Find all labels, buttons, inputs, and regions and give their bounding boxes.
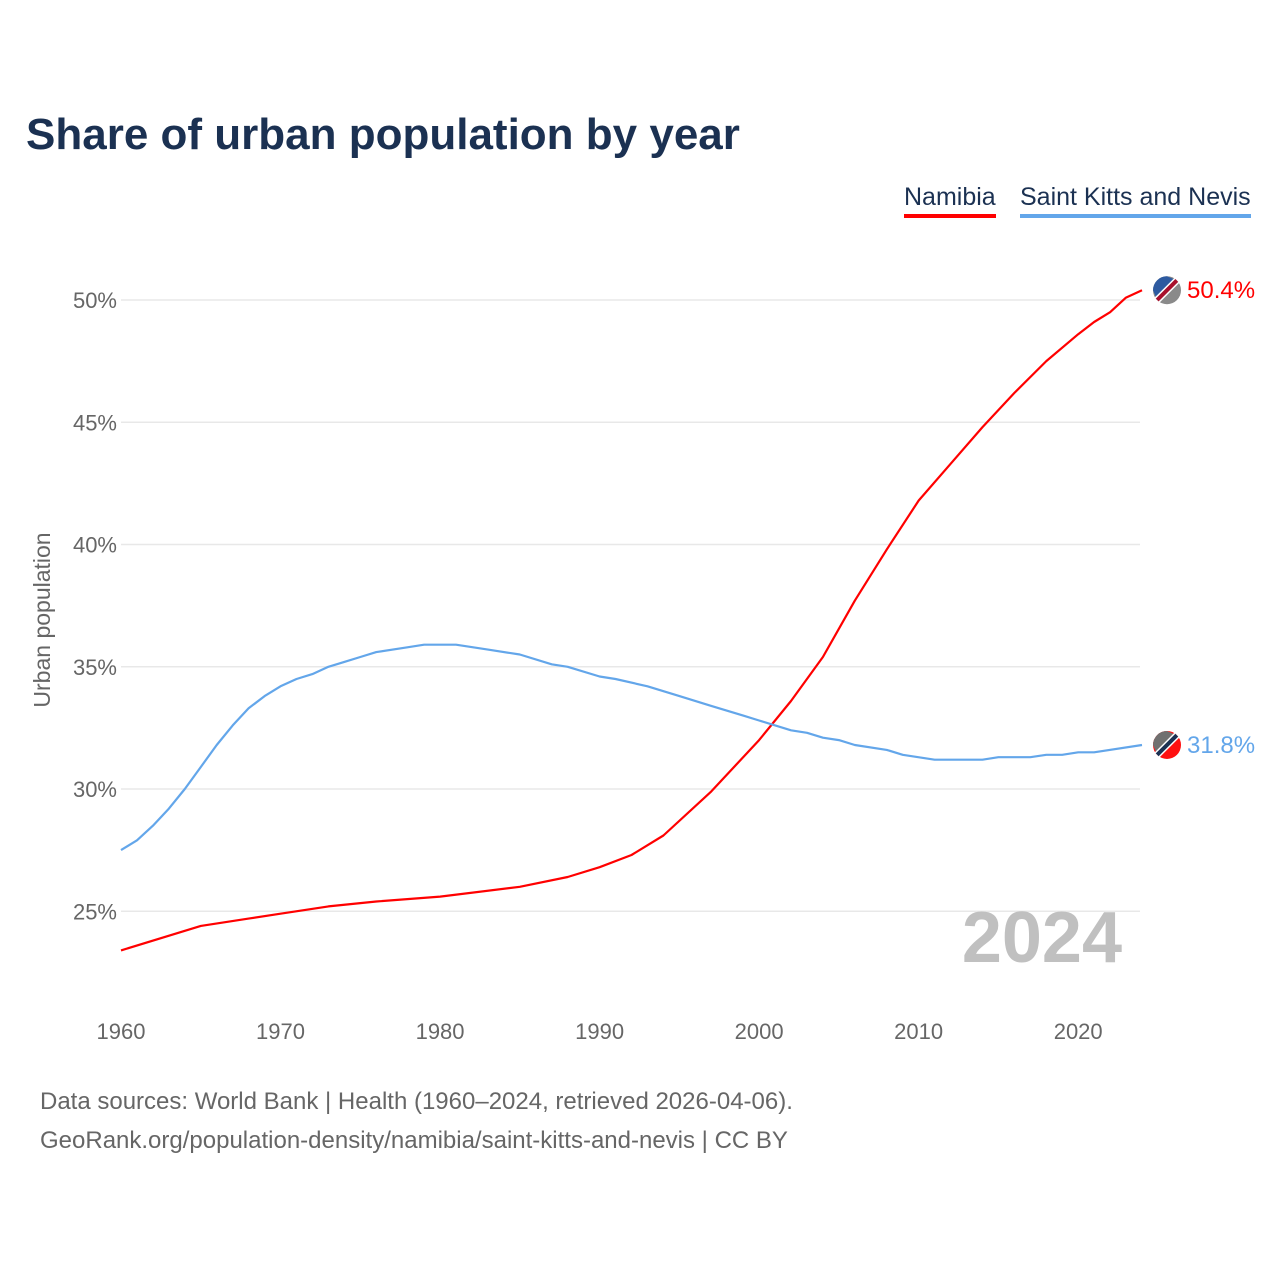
x-tick-label: 2020 (1054, 1019, 1103, 1044)
series-line-namibia (120, 289, 1143, 952)
flag-stripe (1155, 279, 1179, 302)
y-axis-label: Urban population (29, 532, 55, 707)
legend-saint-kitts-and-nevis[interactable]: Saint Kitts and Nevis (1020, 183, 1251, 218)
y-tick-label: 40% (73, 533, 117, 558)
x-tick-label: 1990 (575, 1019, 624, 1044)
end-value-label: 50.4% (1187, 277, 1255, 304)
y-tick-label: 35% (73, 655, 117, 680)
flag-icon (1153, 730, 1181, 759)
footer-link[interactable]: GeoRank.org/population-density/namibia/s… (40, 1127, 788, 1154)
flag-stripe (1155, 733, 1179, 757)
x-tick-label: 1970 (256, 1019, 305, 1044)
y-tick-label: 25% (73, 899, 117, 924)
x-tick-label: 1980 (416, 1019, 465, 1044)
x-tick-label: 2010 (894, 1019, 943, 1044)
footer-sources: Data sources: World Bank | Health (1960–… (40, 1088, 793, 1115)
end-value-label: 31.8% (1187, 732, 1255, 759)
x-tick-label: 1960 (97, 1019, 146, 1044)
y-tick-label: 30% (73, 777, 117, 802)
chart-title: Share of urban population by year (26, 110, 740, 159)
y-tick-label: 50% (73, 288, 117, 313)
series-line-saint-kitts-and-nevis (120, 643, 1143, 852)
year-watermark: 2024 (962, 898, 1122, 978)
x-tick-label: 2000 (735, 1019, 784, 1044)
legend-namibia[interactable]: Namibia (904, 183, 996, 218)
flag-icon (1153, 276, 1181, 305)
y-tick-label: 45% (73, 410, 117, 435)
